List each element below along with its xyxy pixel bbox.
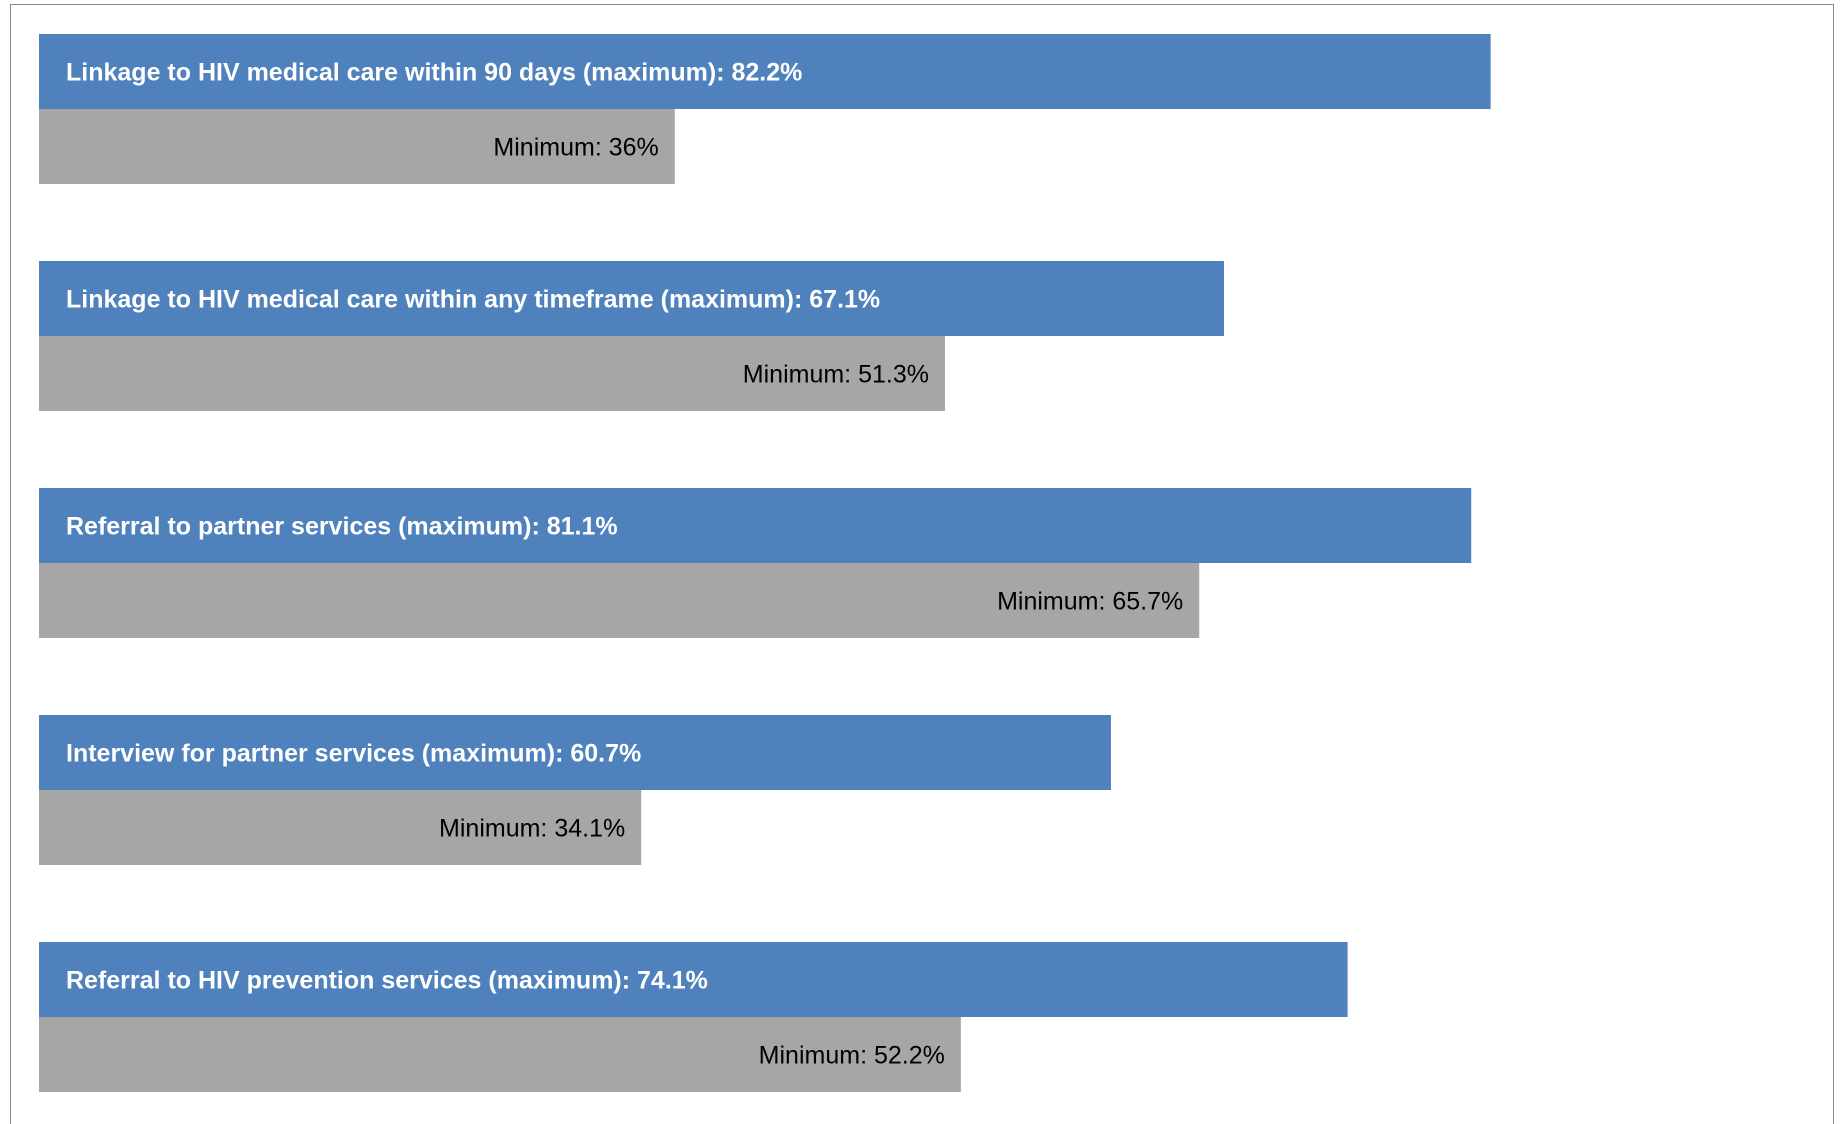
max-bar xyxy=(39,942,1348,1017)
bars-layer: Linkage to HIV medical care within 90 da… xyxy=(39,34,1491,1092)
min-bar xyxy=(39,1017,961,1092)
min-bar xyxy=(39,563,1200,638)
min-bar xyxy=(39,790,642,865)
min-bar xyxy=(39,109,675,184)
max-bar xyxy=(39,715,1111,790)
max-bar-label: Linkage to HIV medical care within 90 da… xyxy=(66,59,802,87)
bar-group: Referral to HIV prevention services (max… xyxy=(39,942,1348,1092)
max-bar-label: Linkage to HIV medical care within any t… xyxy=(66,286,880,314)
min-bar xyxy=(39,336,945,411)
max-bar xyxy=(39,261,1224,336)
max-bar-label: Referral to HIV prevention services (max… xyxy=(66,967,708,995)
min-bar-label: Minimum: 34.1% xyxy=(439,815,625,843)
bar-group: Linkage to HIV medical care within any t… xyxy=(39,261,1224,411)
min-bar-label: Minimum: 65.7% xyxy=(997,588,1183,616)
min-bar-label: Minimum: 36% xyxy=(493,134,658,162)
bar-group: Referral to partner services (maximum): … xyxy=(39,488,1472,638)
bar-group: Interview for partner services (maximum)… xyxy=(39,715,1111,865)
min-bar-label: Minimum: 52.2% xyxy=(759,1042,945,1070)
max-bar-label: Referral to partner services (maximum): … xyxy=(66,513,618,541)
max-bar xyxy=(39,488,1472,563)
min-bar-label: Minimum: 51.3% xyxy=(743,361,929,389)
max-bar-label: Interview for partner services (maximum)… xyxy=(66,740,641,768)
bar-group: Linkage to HIV medical care within 90 da… xyxy=(39,34,1491,184)
max-bar xyxy=(39,34,1491,109)
